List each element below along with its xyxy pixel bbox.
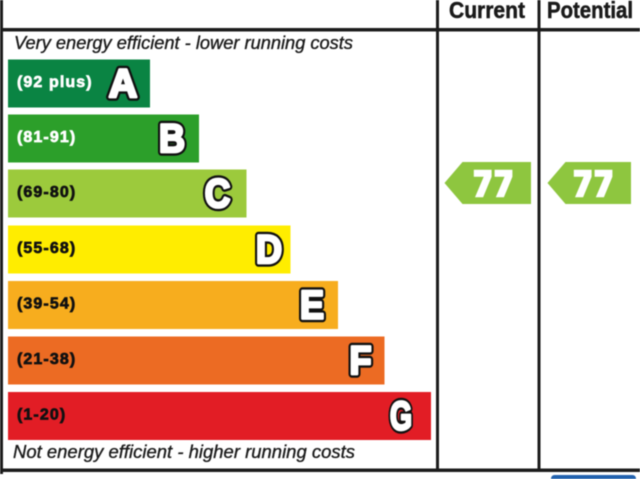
svg-text:F: F bbox=[350, 339, 372, 383]
svg-text:Very energy efficient - lower: Very energy efficient - lower running co… bbox=[14, 32, 353, 53]
svg-text:Potential: Potential bbox=[547, 0, 633, 23]
svg-text:E: E bbox=[300, 284, 324, 328]
svg-text:G: G bbox=[390, 395, 412, 439]
svg-text:(21-38): (21-38) bbox=[17, 351, 76, 368]
svg-text:Not energy efficient - higher: Not energy efficient - higher running co… bbox=[13, 441, 355, 462]
svg-text:(92 plus): (92 plus) bbox=[17, 74, 93, 91]
svg-text:F: F bbox=[350, 339, 372, 383]
svg-text:C: C bbox=[205, 172, 231, 216]
svg-text:B: B bbox=[159, 117, 185, 161]
svg-text:C: C bbox=[205, 172, 231, 216]
svg-text:D: D bbox=[256, 228, 282, 272]
svg-text:D: D bbox=[256, 228, 282, 272]
svg-text:B: B bbox=[159, 117, 185, 161]
svg-text:(1-20): (1-20) bbox=[17, 407, 66, 424]
svg-text:Current: Current bbox=[449, 0, 525, 23]
svg-text:E: E bbox=[300, 284, 324, 328]
svg-text:A: A bbox=[109, 62, 138, 106]
svg-text:A: A bbox=[109, 62, 138, 106]
svg-text:G: G bbox=[390, 395, 412, 439]
svg-text:(39-54): (39-54) bbox=[17, 296, 76, 313]
svg-text:(69-80): (69-80) bbox=[17, 184, 76, 201]
svg-text:(81-91): (81-91) bbox=[17, 129, 76, 146]
svg-text:(55-68): (55-68) bbox=[17, 240, 76, 257]
